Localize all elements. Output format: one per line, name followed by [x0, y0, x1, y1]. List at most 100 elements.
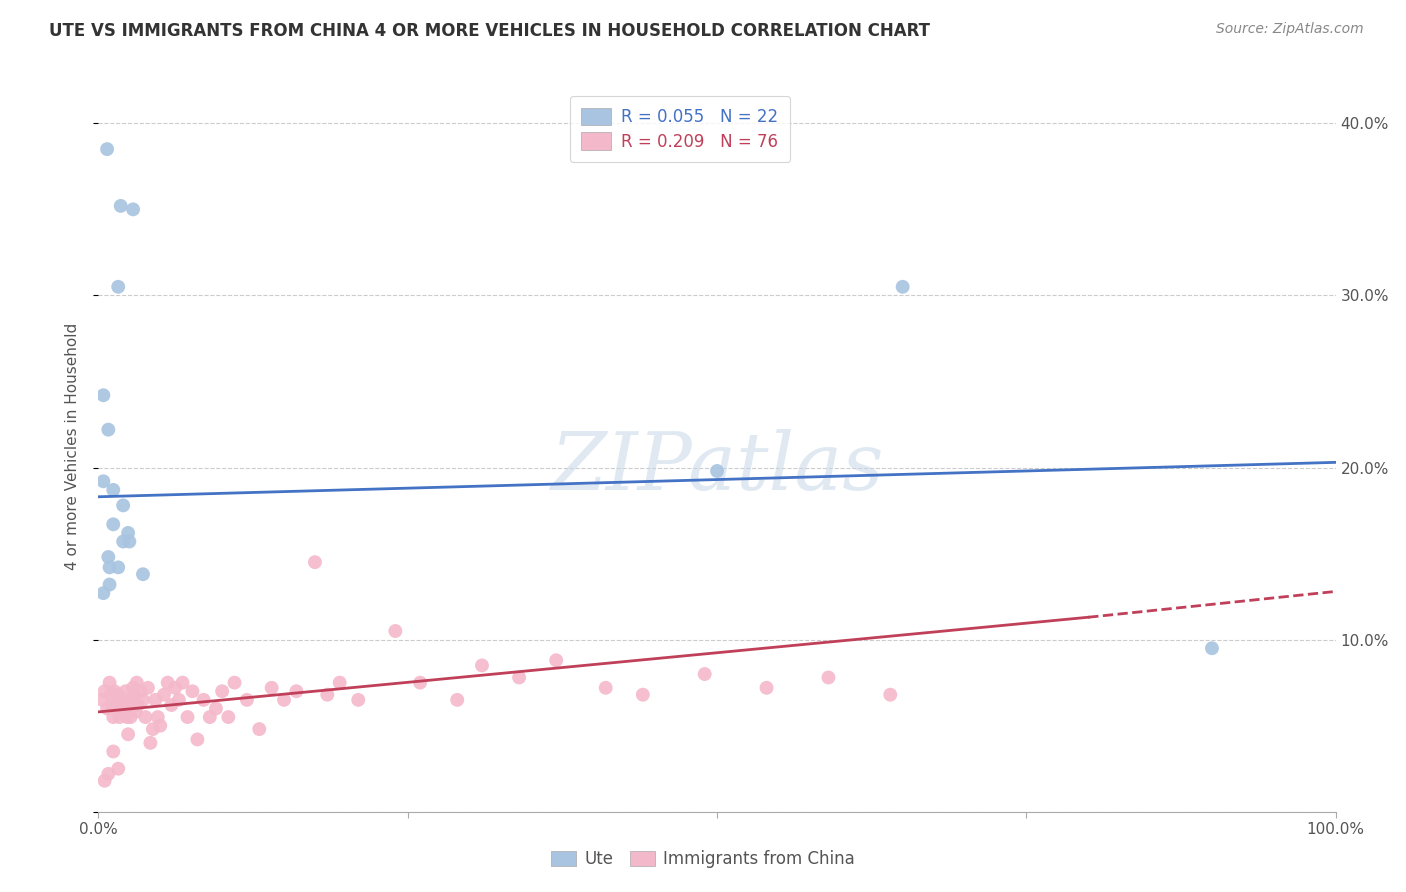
Point: [103, 744, 125, 758]
Point: [165, 681, 187, 695]
Point: [879, 688, 901, 702]
Point: [107, 280, 129, 294]
Point: [891, 280, 914, 294]
Point: [124, 688, 146, 702]
Y-axis label: 4 or more Vehicles in Household: 4 or more Vehicles in Household: [65, 322, 80, 570]
Point: [693, 667, 716, 681]
Point: [167, 693, 190, 707]
Point: [1201, 641, 1223, 656]
Point: [755, 681, 778, 695]
Point: [98, 675, 121, 690]
Text: ZIPatlas: ZIPatlas: [550, 429, 884, 507]
Point: [117, 525, 139, 540]
Point: [103, 710, 125, 724]
Point: [114, 684, 136, 698]
Point: [117, 727, 139, 741]
Point: [110, 199, 132, 213]
Point: [181, 684, 204, 698]
Point: [211, 684, 233, 698]
Point: [134, 710, 156, 724]
Point: [260, 681, 283, 695]
Point: [817, 671, 839, 685]
Point: [143, 693, 166, 707]
Point: [93, 388, 115, 402]
Point: [98, 577, 121, 591]
Point: [101, 698, 124, 712]
Point: [96, 142, 118, 156]
Point: [122, 681, 145, 695]
Point: [198, 710, 221, 724]
Point: [93, 475, 115, 489]
Text: Source: ZipAtlas.com: Source: ZipAtlas.com: [1216, 22, 1364, 37]
Point: [121, 693, 143, 707]
Point: [186, 732, 208, 747]
Point: [97, 767, 120, 781]
Point: [104, 701, 127, 715]
Point: [224, 675, 246, 690]
Point: [156, 675, 179, 690]
Point: [706, 464, 728, 478]
Point: [112, 534, 135, 549]
Point: [285, 684, 308, 698]
Point: [122, 202, 145, 217]
Point: [93, 684, 115, 698]
Legend: R = 0.055   N = 22, R = 0.209   N = 76: R = 0.055 N = 22, R = 0.209 N = 76: [569, 96, 790, 162]
Point: [508, 671, 530, 685]
Point: [91, 693, 114, 707]
Point: [98, 560, 121, 574]
Point: [316, 688, 339, 702]
Point: [97, 423, 120, 437]
Point: [631, 688, 654, 702]
Point: [153, 688, 176, 702]
Point: [118, 534, 141, 549]
Point: [132, 567, 155, 582]
Point: [160, 698, 183, 712]
Point: [176, 710, 198, 724]
Point: [446, 693, 468, 707]
Point: [115, 710, 138, 724]
Point: [273, 693, 295, 707]
Text: UTE VS IMMIGRANTS FROM CHINA 4 OR MORE VEHICLES IN HOUSEHOLD CORRELATION CHART: UTE VS IMMIGRANTS FROM CHINA 4 OR MORE V…: [49, 22, 931, 40]
Point: [120, 710, 142, 724]
Point: [132, 693, 155, 707]
Point: [118, 701, 141, 715]
Point: [97, 549, 120, 564]
Point: [304, 555, 326, 569]
Point: [146, 710, 169, 724]
Point: [107, 762, 129, 776]
Point: [329, 675, 352, 690]
Point: [217, 710, 239, 724]
Point: [112, 705, 135, 719]
Point: [347, 693, 370, 707]
Point: [93, 586, 115, 600]
Point: [409, 675, 432, 690]
Point: [149, 719, 172, 733]
Point: [103, 517, 125, 532]
Point: [111, 701, 134, 715]
Point: [236, 693, 259, 707]
Point: [471, 658, 494, 673]
Point: [100, 688, 122, 702]
Point: [105, 693, 128, 707]
Point: [110, 698, 132, 712]
Point: [103, 483, 125, 497]
Point: [247, 722, 270, 736]
Point: [172, 675, 194, 690]
Point: [93, 773, 115, 788]
Point: [125, 675, 148, 690]
Point: [205, 701, 228, 715]
Point: [124, 705, 146, 719]
Point: [107, 688, 129, 702]
Point: [129, 684, 152, 698]
Point: [546, 653, 568, 667]
Point: [96, 701, 118, 715]
Point: [142, 722, 165, 736]
Point: [595, 681, 617, 695]
Point: [108, 710, 131, 724]
Point: [136, 681, 159, 695]
Point: [384, 624, 406, 638]
Legend: Ute, Immigrants from China: Ute, Immigrants from China: [544, 844, 862, 875]
Point: [112, 499, 135, 513]
Point: [193, 693, 215, 707]
Point: [112, 693, 135, 707]
